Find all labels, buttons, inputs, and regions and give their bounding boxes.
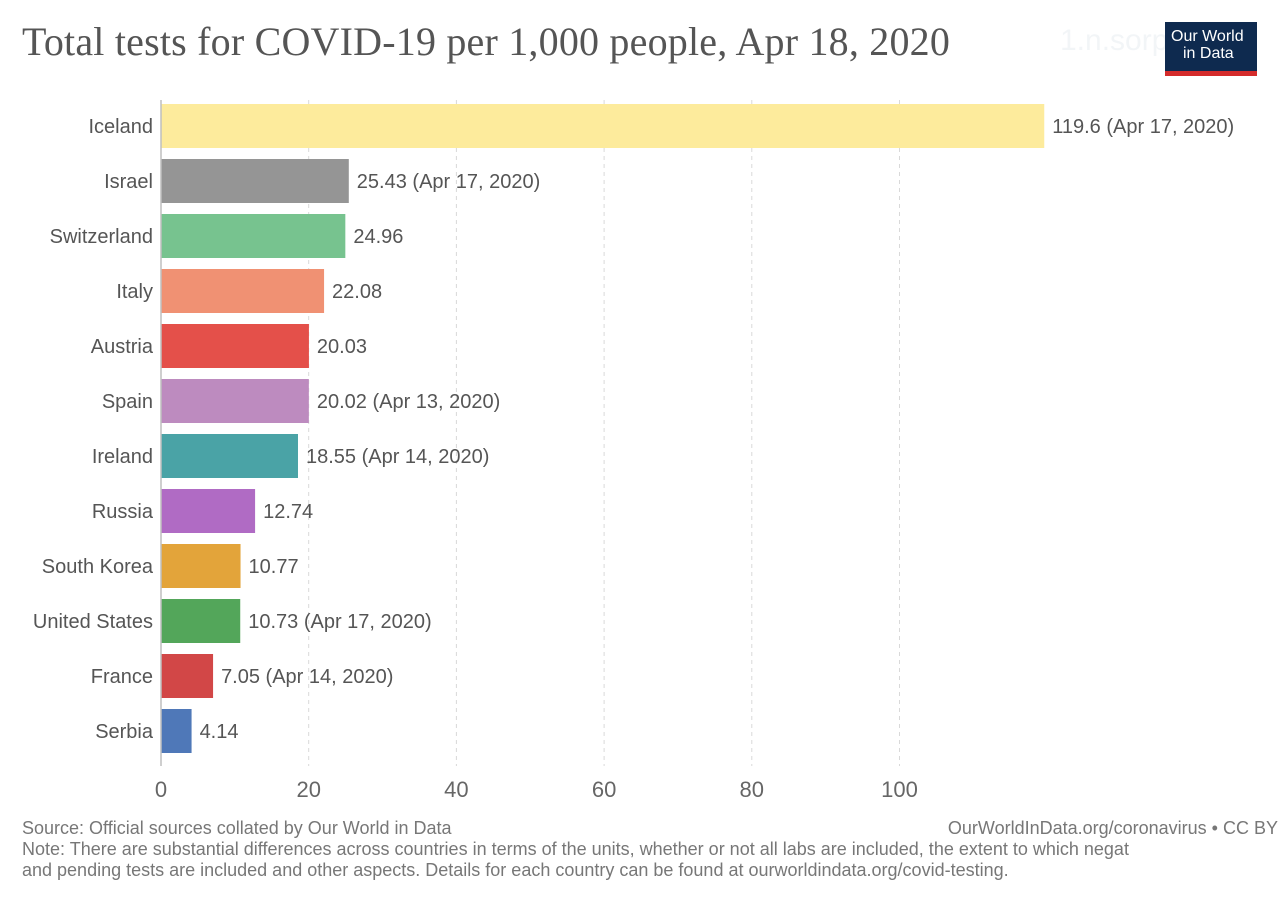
bar-france (161, 654, 214, 698)
value-label-serbia: 4.14 (200, 721, 239, 743)
value-label-israel: 25.43 (Apr 17, 2020) (357, 171, 540, 193)
value-label-iceland: 119.6 (Apr 17, 2020) (1052, 116, 1234, 138)
x-tick-label-100: 100 (881, 777, 918, 802)
bar-south-korea (161, 544, 241, 588)
category-label-united-states: United States (33, 611, 153, 633)
note-line-1: Note: There are substantial differences … (22, 839, 1129, 859)
logo-line-2: in Data (1183, 45, 1234, 62)
value-label-russia: 12.74 (263, 501, 313, 523)
value-label-spain: 20.02 (Apr 13, 2020) (317, 391, 500, 413)
note-line-2: and pending tests are included and other… (22, 860, 1009, 880)
value-label-south-korea: 10.77 (249, 556, 299, 578)
x-tick-label-40: 40 (444, 777, 468, 802)
x-tick-label-80: 80 (740, 777, 764, 802)
source-link[interactable]: OurWorldInData.org/coronavirus • CC BY (947, 818, 1278, 838)
bar-italy (161, 269, 325, 313)
bar-spain (161, 379, 309, 423)
category-label-iceland: Iceland (89, 116, 154, 138)
value-label-italy: 22.08 (332, 281, 382, 303)
x-tick-label-0: 0 (155, 777, 167, 802)
value-label-switzerland: 24.96 (353, 226, 403, 248)
chart-footer: Source: Official sources collated by Our… (22, 818, 1280, 881)
value-label-austria: 20.03 (317, 336, 367, 358)
category-label-russia: Russia (92, 501, 154, 523)
owid-logo[interactable]: Our World in Data (1165, 22, 1257, 76)
category-label-spain: Spain (102, 391, 153, 413)
category-label-ireland: Ireland (92, 446, 153, 468)
bar-austria (161, 324, 309, 368)
category-label-italy: Italy (116, 281, 153, 303)
category-label-israel: Israel (104, 171, 153, 193)
source-note: Source: Official sources collated by Our… (22, 818, 452, 838)
category-label-france: France (91, 666, 153, 688)
x-tick-label-20: 20 (296, 777, 320, 802)
bar-russia (161, 489, 256, 533)
bar-serbia (161, 709, 192, 753)
bar-switzerland (161, 214, 346, 258)
value-label-france: 7.05 (Apr 14, 2020) (221, 666, 393, 688)
value-label-united-states: 10.73 (Apr 17, 2020) (248, 611, 431, 633)
logo-line-1: Our World (1171, 28, 1244, 45)
bar-chart: 0 20 40 60 80 100 Iceland 119.6 (Apr 17, 2020) I… (33, 100, 1234, 802)
bar-united-states (161, 599, 241, 643)
category-label-switzerland: Switzerland (50, 226, 153, 248)
bar-israel (161, 159, 349, 203)
chart-title: Total tests for COVID-19 per 1,000 peopl… (22, 19, 951, 64)
bar-iceland (161, 104, 1045, 148)
value-label-ireland: 18.55 (Apr 14, 2020) (306, 446, 489, 468)
bar-ireland (161, 434, 298, 478)
category-label-austria: Austria (91, 336, 154, 358)
category-label-south-korea: South Korea (42, 556, 154, 578)
category-label-serbia: Serbia (95, 721, 154, 743)
x-tick-label-60: 60 (592, 777, 616, 802)
